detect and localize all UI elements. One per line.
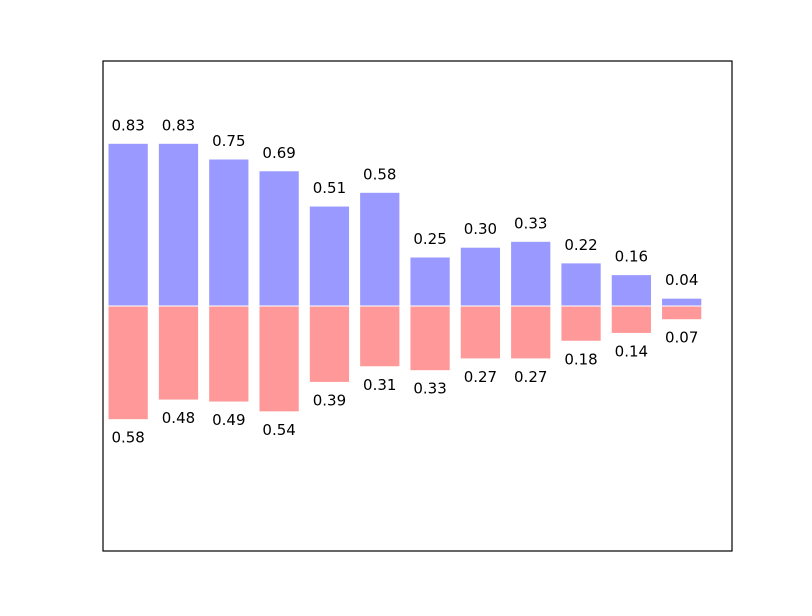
upper-bar-5 (359, 191, 401, 307)
upper-value-label-10: 0.16 (615, 248, 648, 266)
upper-bar-4 (308, 205, 351, 307)
lower-bar-10 (610, 305, 652, 334)
lower-value-label-7: 0.27 (464, 368, 497, 386)
upper-value-label-4: 0.51 (313, 179, 346, 197)
lower-bar-11 (661, 305, 703, 321)
upper-value-label-7: 0.30 (464, 220, 497, 238)
upper-bar-3 (258, 170, 300, 307)
lower-value-label-11: 0.07 (665, 329, 698, 347)
lower-bar-6 (409, 305, 451, 372)
lower-bar-4 (308, 305, 351, 383)
lower-value-label-3: 0.54 (262, 421, 295, 439)
upper-bar-9 (560, 262, 602, 307)
upper-bar-2 (208, 158, 250, 307)
upper-bar-1 (157, 142, 200, 307)
lower-value-label-4: 0.39 (313, 391, 346, 409)
upper-value-label-8: 0.33 (514, 214, 547, 232)
lower-value-label-6: 0.33 (413, 380, 446, 398)
lower-bar-3 (258, 305, 300, 413)
upper-value-label-5: 0.58 (363, 165, 396, 183)
lower-value-label-1: 0.48 (162, 409, 195, 427)
upper-value-label-3: 0.69 (262, 144, 295, 162)
lower-bar-5 (359, 305, 401, 368)
upper-bar-10 (610, 274, 652, 307)
lower-value-label-8: 0.27 (514, 368, 547, 386)
lower-bar-0 (107, 305, 149, 421)
value-labels-layer: 0.83 0.83 0.75 0.69 0.51 0.58 0.25 0.30 0.33 0.22… (111, 116, 698, 446)
upper-value-label-1: 0.83 (162, 116, 195, 134)
lower-bar-1 (157, 305, 200, 401)
lower-value-label-9: 0.18 (564, 350, 597, 368)
lower-bar-8 (510, 305, 552, 360)
upper-bar-7 (459, 246, 502, 307)
lower-bar-7 (459, 305, 502, 360)
upper-value-label-6: 0.25 (413, 230, 446, 248)
lower-value-label-5: 0.31 (363, 376, 396, 394)
upper-bar-0 (107, 142, 149, 307)
bars-layer (107, 142, 703, 421)
lower-value-label-2: 0.49 (212, 411, 245, 429)
upper-value-label-11: 0.04 (665, 271, 698, 289)
lower-bar-2 (208, 305, 250, 403)
upper-value-label-0: 0.83 (111, 116, 144, 134)
upper-bar-11 (661, 297, 703, 307)
upper-bar-6 (409, 256, 451, 307)
upper-value-label-2: 0.75 (212, 132, 245, 150)
upper-bar-8 (510, 240, 552, 307)
lower-value-label-0: 0.58 (111, 429, 144, 447)
plot-frame (102, 60, 733, 552)
lower-value-label-10: 0.14 (615, 342, 648, 360)
upper-value-label-9: 0.22 (564, 236, 597, 254)
lower-bar-9 (560, 305, 602, 342)
